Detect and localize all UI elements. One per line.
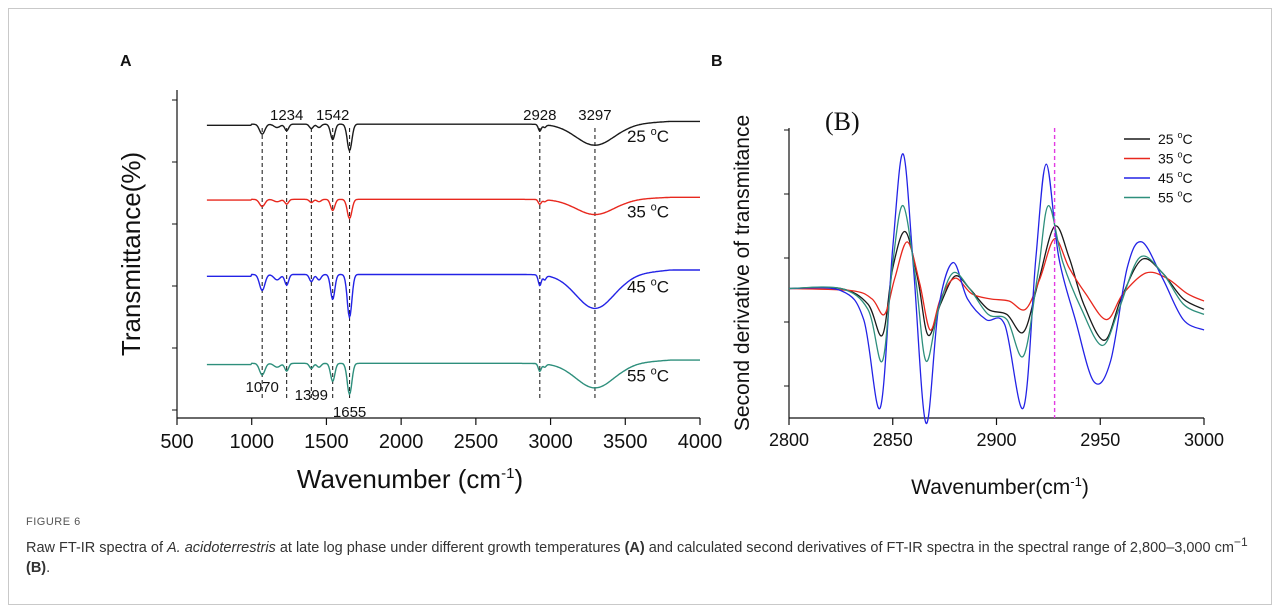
caption-part: A. acidoterrestris <box>167 539 276 556</box>
caption-part: (B) <box>26 559 47 576</box>
panel-a-series-45 <box>206 269 700 320</box>
figure-frame <box>8 8 1272 605</box>
panel-a-x-tick-label: 3000 <box>528 431 573 453</box>
panel-a-series-25 <box>206 120 700 153</box>
panel-a-x-tick-label: 1000 <box>229 431 274 453</box>
caption-part: (A) <box>624 539 645 556</box>
panel-b-y-label: Second derivative of transmitance <box>731 115 754 431</box>
panel-letter-a: A <box>120 53 132 70</box>
panel-b-legend-label: 35 oC <box>1158 150 1193 167</box>
panel-b-x-label: Wavenumber(cm-1) <box>911 474 1089 499</box>
panel-a-peak-label: 1399 <box>295 387 328 404</box>
caption-part: −1 <box>1233 535 1248 549</box>
caption-part: . <box>46 559 51 576</box>
panel-a-peak-label: 1070 <box>245 379 278 396</box>
panel-a-peak-label: 3297 <box>578 107 611 124</box>
panel-a-x-label: Wavenumber (cm-1) <box>297 464 523 494</box>
panel-b-x-tick-label: 2900 <box>976 430 1016 450</box>
panel-a-peak-label: 1655 <box>333 404 366 421</box>
panel-a-peak-label: 2928 <box>523 107 556 124</box>
panel-b-x-tick-label: 2950 <box>1080 430 1120 450</box>
panel-a-series-35 <box>206 196 700 220</box>
panel-b-chart: (B) 2800 2850 2900 2950 3000 25 oC 35 oC 45 oC… <box>731 107 1224 499</box>
panel-b-series-45 <box>788 153 1205 424</box>
panel-b-series-25 <box>788 225 1205 341</box>
panel-a-series-label: 35 oC <box>627 201 669 221</box>
panel-a-x-tick-label: 2500 <box>454 431 499 453</box>
panel-a-peak-label: 1234 <box>270 107 303 124</box>
panel-a-y-label: Transmittance(%) <box>116 152 146 356</box>
figure-caption-text: Raw FT-IR spectra of A. acidoterrestris … <box>26 532 1256 578</box>
panel-a-series-label: 55 oC <box>627 365 669 385</box>
caption-part: at late log phase under different growth… <box>275 539 625 556</box>
panel-a-series-label: 45 oC <box>627 277 669 297</box>
panel-b-inner-title: (B) <box>825 107 860 136</box>
figure-caption: FIGURE 6 Raw FT-IR spectra of A. acidote… <box>26 516 1256 578</box>
panel-a-series-label: 25 oC <box>627 126 669 146</box>
panel-b-series-55 <box>788 205 1205 363</box>
caption-part: and calculated second derivatives of FT-… <box>644 539 1234 556</box>
panel-b-legend-label: 45 oC <box>1158 169 1193 186</box>
panel-a-x-tick-label: 4000 <box>678 431 723 453</box>
panel-letter-b: B <box>711 53 723 70</box>
panel-b-x-tick-label: 2800 <box>769 430 809 450</box>
panel-a-chart: 500 1000 1500 2000 2500 3000 3500 4000 1234 1542… <box>116 90 722 494</box>
panel-a-series-55 <box>206 359 700 397</box>
panel-a-x-tick-label: 2000 <box>379 431 424 453</box>
figure-label: FIGURE 6 <box>26 516 81 528</box>
caption-part: Raw FT-IR spectra of <box>26 539 168 556</box>
panel-b-x-tick-label: 2850 <box>873 430 913 450</box>
panel-b-legend-label: 25 oC <box>1158 130 1193 147</box>
panel-a-peak-label: 1542 <box>316 107 349 124</box>
panel-b-x-tick-label: 3000 <box>1184 430 1224 450</box>
panel-b-legend-label: 55 oC <box>1158 189 1193 206</box>
panel-a-x-tick-label: 500 <box>160 431 193 453</box>
panel-a-x-tick-label: 3500 <box>603 431 648 453</box>
panel-a-x-tick-label: 1500 <box>304 431 349 453</box>
